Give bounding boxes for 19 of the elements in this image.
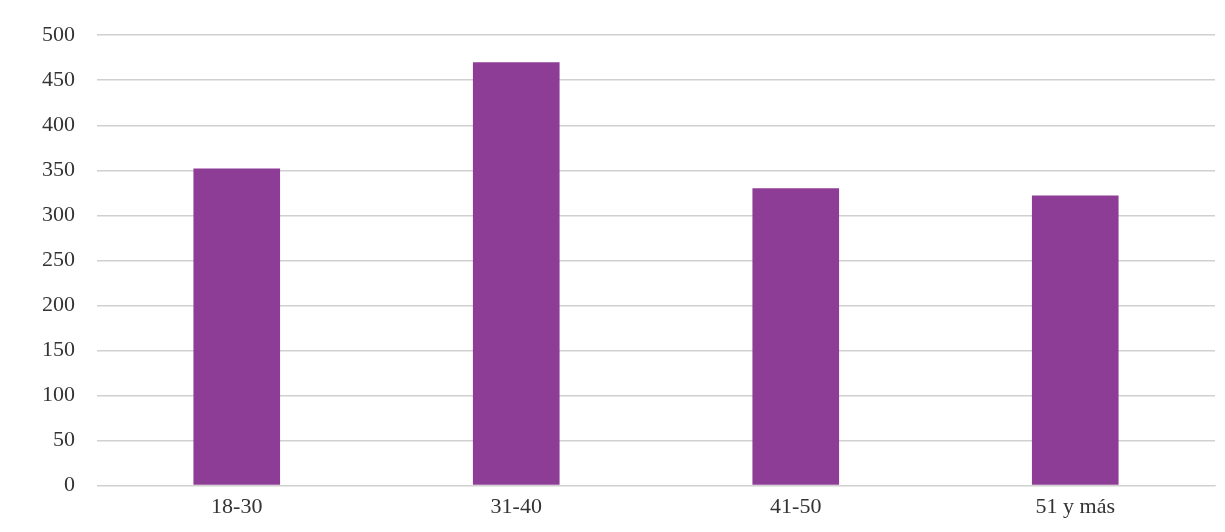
bar [193,168,281,485]
y-tick-label: 250 [42,246,75,272]
y-tick-label: 400 [42,111,75,137]
y-tick-label: 0 [64,471,75,497]
y-tick-label: 100 [42,381,75,407]
bar [1031,195,1119,485]
bar [472,62,560,485]
y-tick-label: 450 [42,66,75,92]
bar [752,188,840,485]
y-tick-label: 300 [42,201,75,227]
x-tick-label: 18-30 [211,492,263,518]
x-tick-label: 31-40 [490,492,542,518]
x-tick-label: 51 y más [1035,492,1115,518]
y-tick-label: 200 [42,291,75,317]
y-tick-label: 50 [53,426,75,452]
y-tick-label: 350 [42,156,75,182]
y-tick-label: 500 [42,20,75,46]
y-tick-label: 150 [42,336,75,362]
x-tick-label: 41-50 [770,492,822,518]
